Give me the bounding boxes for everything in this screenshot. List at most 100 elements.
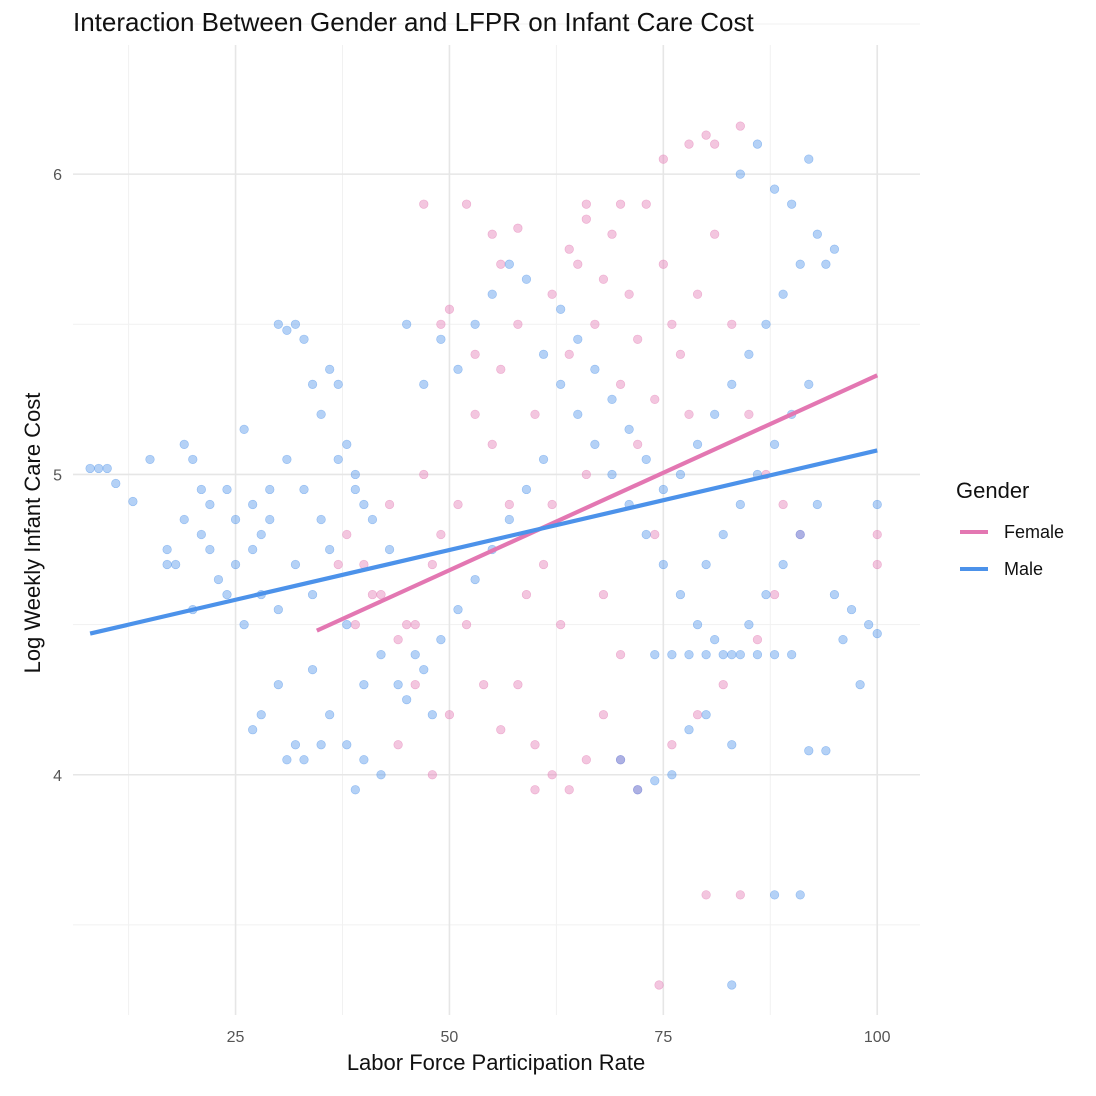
male-point	[667, 650, 677, 660]
male-point	[248, 499, 258, 510]
male-point	[556, 304, 566, 314]
male-point	[213, 574, 224, 585]
x-tick-labels: 25 50 75 100	[227, 1029, 891, 1046]
male-point	[821, 746, 831, 756]
female-point	[650, 394, 660, 404]
male-point	[615, 755, 626, 765]
male-point	[573, 409, 583, 419]
female-point	[530, 740, 540, 750]
male-point	[290, 740, 301, 750]
male-point	[196, 529, 206, 540]
male-point	[804, 379, 814, 389]
y-tick-label: 4	[53, 768, 62, 785]
female-point	[530, 409, 540, 419]
male-point	[684, 725, 694, 735]
male-point	[735, 650, 745, 660]
male-point	[855, 680, 865, 690]
male-point	[196, 484, 206, 495]
male-point	[787, 199, 797, 209]
male-point	[333, 454, 343, 465]
male-point	[667, 770, 677, 780]
x-tick-label: 25	[227, 1029, 245, 1046]
male-point	[692, 439, 703, 450]
female-point	[521, 589, 532, 600]
female-point	[461, 619, 472, 630]
male-point	[658, 559, 668, 570]
y-tick-label: 6	[53, 167, 62, 184]
female-point	[598, 710, 609, 720]
male-point	[624, 424, 634, 434]
female-point	[402, 619, 412, 630]
male-point	[590, 439, 600, 450]
male-point	[282, 755, 292, 765]
legend-label-female: Female	[1004, 522, 1064, 542]
female-point	[633, 439, 643, 450]
male-point	[239, 424, 249, 434]
male-point	[316, 514, 326, 525]
male-point	[102, 463, 112, 474]
male-point	[94, 463, 104, 474]
female-point	[556, 619, 566, 630]
male-point	[769, 890, 780, 900]
male-point	[761, 589, 771, 600]
female-point	[658, 259, 668, 269]
x-axis-title: Labor Force Participation Rate	[347, 1050, 645, 1075]
female-point	[564, 785, 574, 795]
male-trend-line	[89, 448, 878, 636]
male-point	[829, 244, 840, 254]
male-point	[376, 770, 386, 780]
male-point	[265, 484, 275, 495]
x-tick-label: 50	[441, 1029, 459, 1046]
male-point	[453, 364, 463, 374]
female-point	[513, 680, 523, 690]
male-point	[222, 484, 232, 495]
male-point	[436, 635, 446, 645]
male-point	[453, 604, 463, 615]
female-point	[461, 199, 472, 209]
female-point	[615, 650, 626, 660]
female-point	[735, 890, 745, 900]
male-point	[769, 650, 780, 660]
male-point	[85, 463, 95, 474]
male-point	[590, 364, 600, 374]
male-point	[162, 559, 172, 570]
female-point	[624, 289, 634, 299]
male-point	[359, 680, 369, 690]
male-point	[273, 319, 283, 329]
male-point	[145, 454, 155, 465]
x-tick-label: 75	[654, 1029, 672, 1046]
female-point	[436, 319, 446, 329]
male-point	[641, 454, 651, 465]
male-point	[273, 680, 283, 690]
male-point	[718, 650, 728, 660]
female-point	[710, 229, 720, 239]
female-point	[607, 229, 617, 239]
female-point	[633, 334, 643, 344]
trend-lines	[89, 373, 879, 636]
male-point	[607, 469, 617, 480]
female-point	[735, 121, 745, 131]
male-point	[205, 499, 215, 510]
female-point	[444, 304, 455, 314]
male-point	[804, 746, 814, 756]
male-point	[376, 650, 386, 660]
male-point	[675, 469, 686, 480]
female-trend-line	[315, 373, 879, 633]
male-point	[795, 890, 805, 900]
female-point	[419, 469, 429, 480]
female-point	[410, 619, 420, 630]
male-point	[333, 379, 343, 389]
female-point	[701, 890, 711, 900]
male-point	[299, 755, 309, 765]
female-point	[710, 139, 720, 149]
legend-title: Gender	[956, 478, 1029, 503]
male-point	[179, 514, 189, 525]
male-point	[299, 334, 309, 344]
male-point	[265, 514, 275, 525]
female-point	[547, 289, 557, 299]
male-point	[735, 169, 745, 179]
male-point	[316, 740, 326, 750]
male-point	[633, 785, 643, 795]
female-point	[590, 319, 600, 329]
male-point	[342, 439, 352, 450]
